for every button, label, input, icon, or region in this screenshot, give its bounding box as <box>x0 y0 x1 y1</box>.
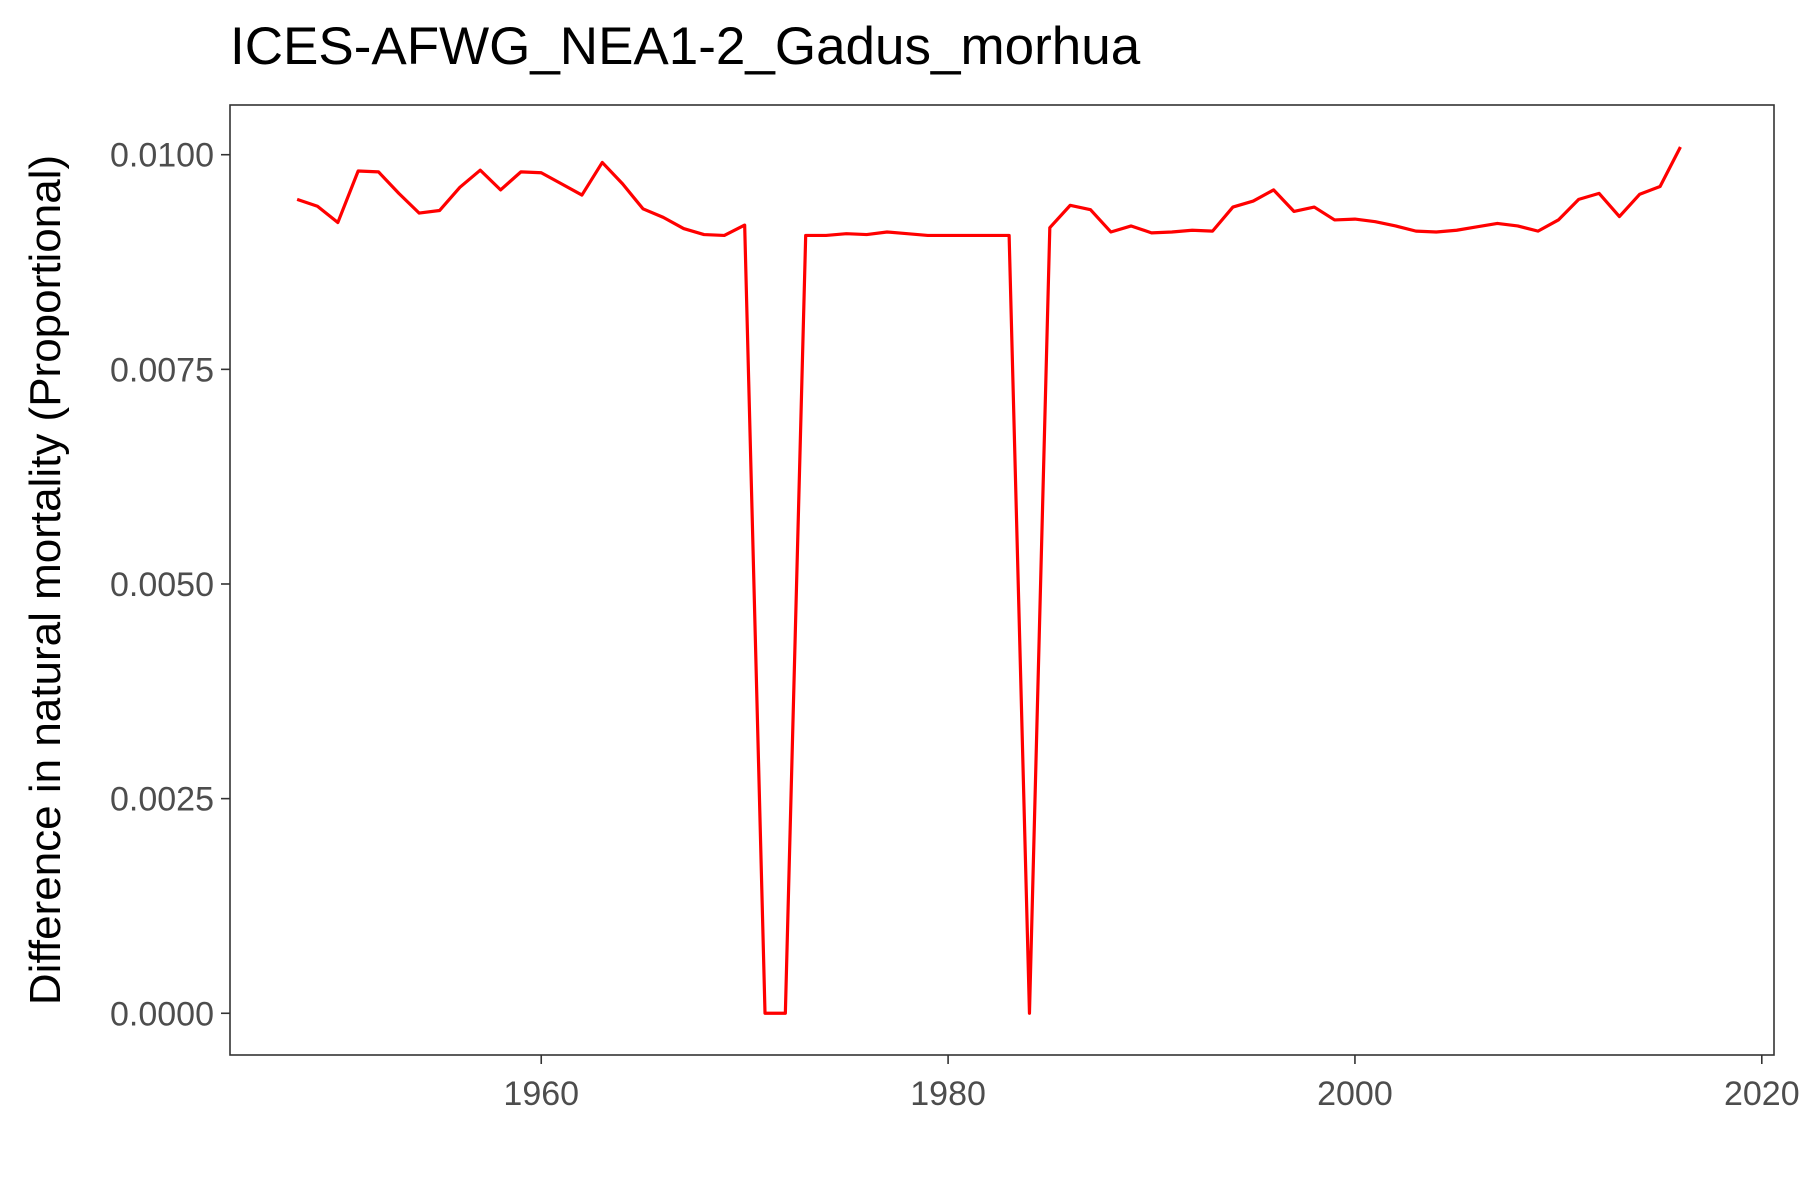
x-tick-label-1960: 1960 <box>503 1075 579 1113</box>
y-tick-label-0-0050: 0.0050 <box>110 566 214 604</box>
x-axis: 1960 1980 2000 2020 <box>503 1055 1800 1113</box>
chart-title: ICES-AFWG_NEA1-2_Gadus_morhua <box>230 17 1141 76</box>
y-tick-label-0-0000: 0.0000 <box>110 995 214 1033</box>
x-tick-label-2000: 2000 <box>1317 1075 1393 1113</box>
y-tick-label-0-0100: 0.0100 <box>110 137 214 175</box>
plot-series <box>296 146 1682 1015</box>
x-tick-label-2020: 2020 <box>1724 1075 1800 1113</box>
y-tick-label-0-0025: 0.0025 <box>110 781 214 819</box>
y-tick-label-0-0075: 0.0075 <box>110 351 214 389</box>
y-axis: 0.0000 0.0025 0.0050 0.0075 0.0100 <box>110 137 230 1033</box>
series-line-1 <box>296 146 1682 1015</box>
y-axis-title: Difference in natural mortality (Proport… <box>21 155 70 1005</box>
plot-panel-border <box>229 104 1775 1056</box>
x-tick-label-1980: 1980 <box>910 1075 986 1113</box>
